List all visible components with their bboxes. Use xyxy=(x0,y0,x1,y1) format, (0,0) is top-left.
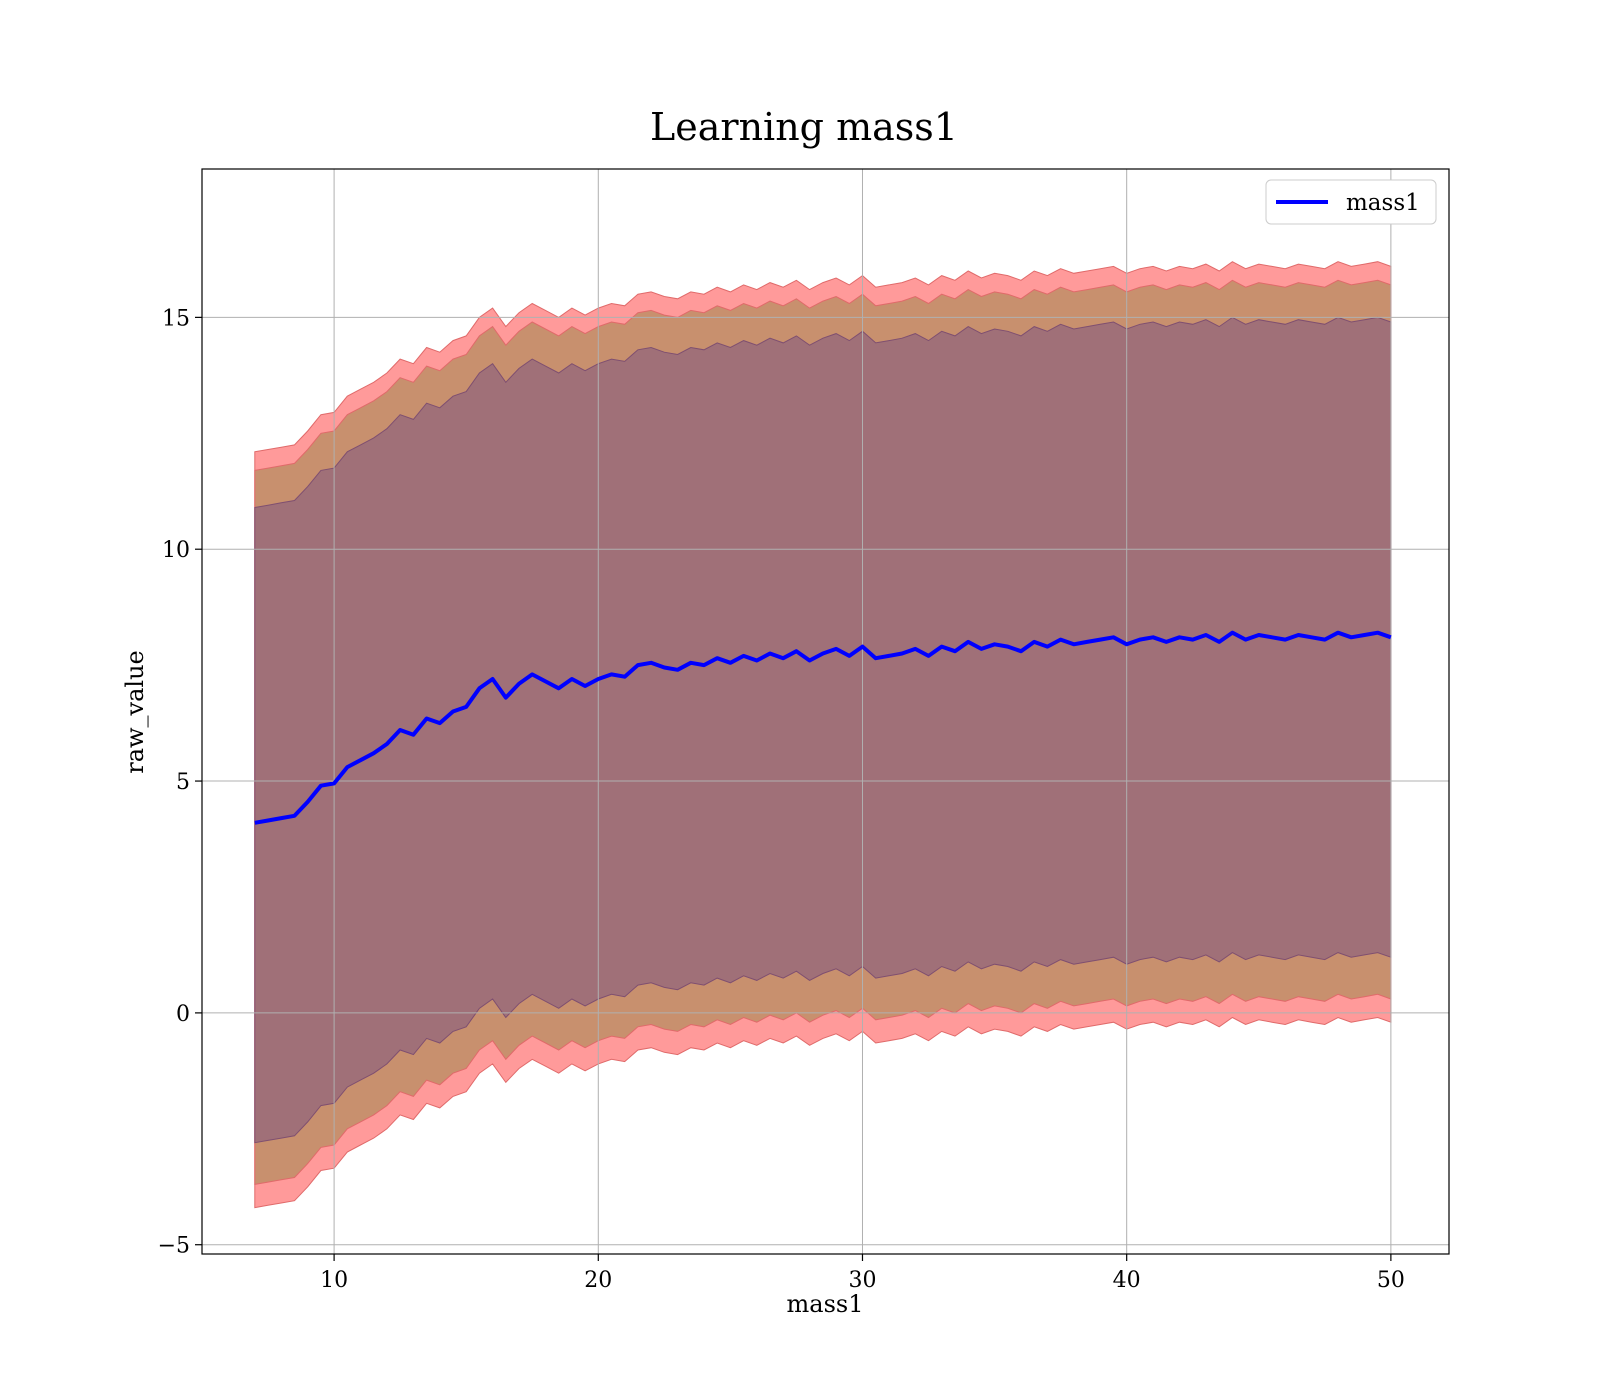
x-tick-label: 50 xyxy=(1377,1268,1405,1293)
y-tick-label: 5 xyxy=(176,770,190,795)
x-axis-ticks: 10 20 30 40 50 xyxy=(320,1254,1405,1293)
chart-title: Learning mass1 xyxy=(650,105,958,149)
x-tick-label: 10 xyxy=(320,1268,348,1293)
grid-lines xyxy=(202,169,1449,1254)
legend-label-mass1: mass1 xyxy=(1346,190,1420,216)
x-tick-label: 20 xyxy=(584,1268,612,1293)
x-axis-label: mass1 xyxy=(787,1290,864,1318)
x-tick-label: 30 xyxy=(848,1268,876,1293)
x-tick-label: 40 xyxy=(1113,1268,1141,1293)
y-tick-label: 10 xyxy=(162,538,190,563)
y-axis-label: raw_value xyxy=(121,650,149,774)
series-lines xyxy=(254,630,1392,825)
legend: mass1 xyxy=(1265,179,1437,225)
y-tick-label: −5 xyxy=(158,1234,190,1259)
legend-box xyxy=(1265,179,1437,225)
plot-area xyxy=(201,168,1450,1255)
series-line-mass1 xyxy=(254,630,1392,825)
y-tick-label: 15 xyxy=(162,306,190,331)
y-tick-label: 0 xyxy=(176,1002,190,1027)
plot-frame xyxy=(201,168,1450,1255)
uncertainty-bands xyxy=(254,261,1392,1209)
y-axis-ticks: −5 0 5 10 15 xyxy=(158,306,202,1259)
